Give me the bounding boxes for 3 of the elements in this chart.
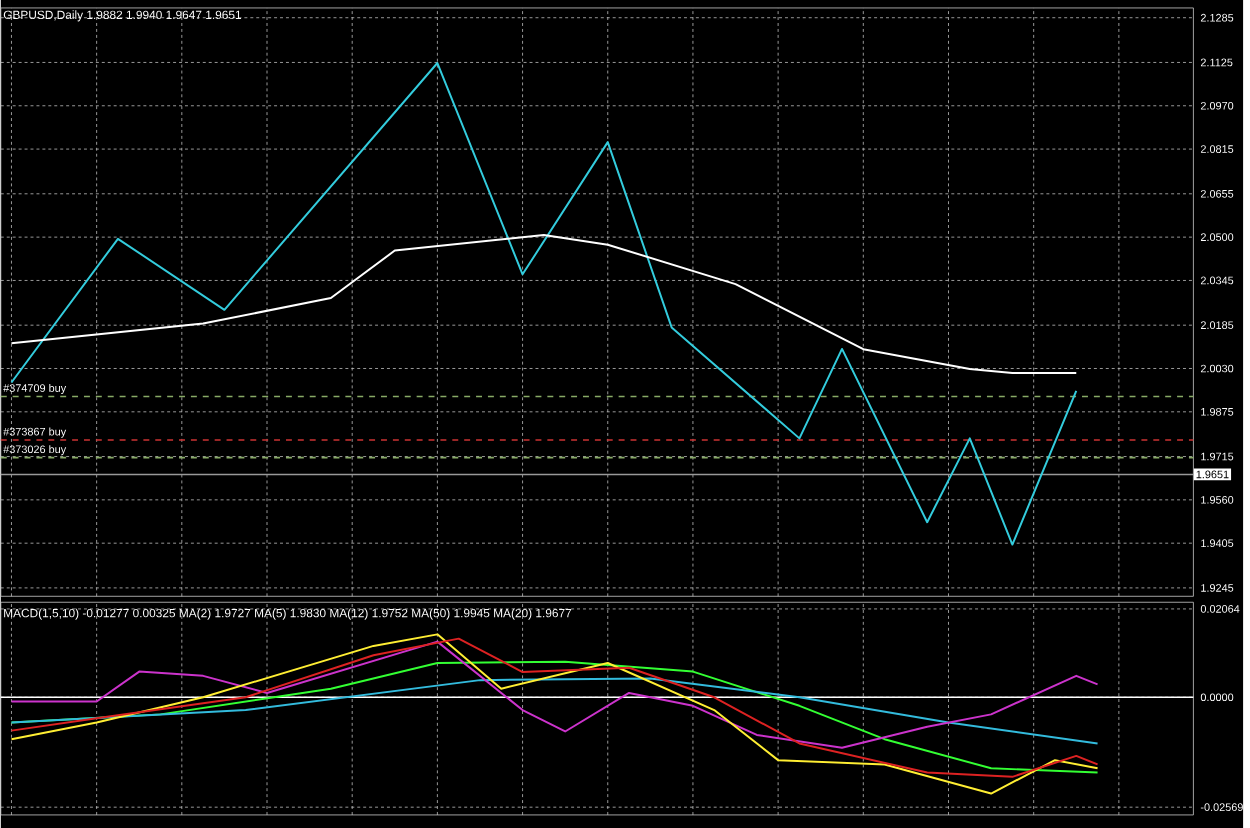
line-series	[10, 640, 1099, 749]
line-series	[10, 677, 1099, 745]
line-series	[10, 233, 1078, 374]
